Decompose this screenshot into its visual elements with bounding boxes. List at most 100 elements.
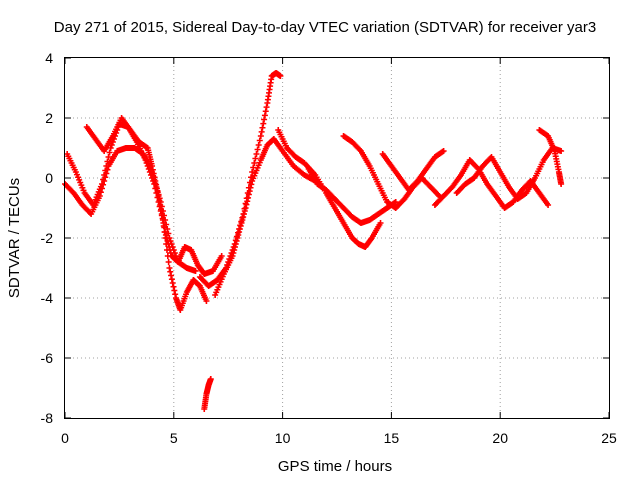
x-tick-label: 5 (170, 430, 178, 446)
data-point (558, 148, 565, 154)
data-point (229, 253, 236, 259)
data-point (104, 158, 111, 165)
y-tick-label: -4 (41, 290, 54, 306)
y-tick-label: 4 (45, 50, 53, 66)
y-tick-labels: -8 -6 -4 -2 0 2 4 (41, 50, 54, 426)
data-point (558, 181, 565, 187)
data-point (242, 205, 249, 211)
data-point (150, 170, 157, 177)
data-point (166, 244, 173, 250)
data-point (166, 265, 173, 271)
data-point (100, 176, 107, 183)
plot-frame (64, 57, 610, 419)
data-point (440, 148, 447, 154)
y-axis-label: SDTVAR / TECUs (6, 178, 23, 298)
data-point (262, 108, 269, 115)
x-axis-label: GPS time / hours (278, 458, 392, 475)
y-tick-label: 0 (45, 170, 53, 186)
data-point (170, 283, 177, 290)
data-point (152, 178, 159, 184)
data-point (171, 287, 178, 294)
data-point (232, 241, 239, 247)
y-tick-label: 2 (45, 110, 53, 126)
data-point (101, 172, 108, 178)
data-point (231, 247, 238, 253)
data-point (164, 238, 171, 244)
data-point (244, 198, 251, 205)
data-point (161, 224, 168, 231)
data-point (159, 215, 166, 222)
data-point (261, 112, 268, 119)
data-point (153, 185, 160, 192)
data-point (153, 181, 160, 188)
data-point (259, 124, 266, 131)
data-point (149, 166, 156, 173)
data-point (257, 133, 264, 139)
data-point (246, 188, 253, 195)
data-point (160, 220, 167, 226)
data-point (236, 226, 243, 232)
data-point (240, 214, 247, 220)
data-point (256, 137, 263, 144)
data-point (155, 193, 162, 199)
data-point (235, 232, 242, 238)
data-point (260, 120, 267, 127)
data-point (261, 116, 268, 123)
data-point (172, 291, 179, 298)
x-tick-labels: 0 5 10 15 20 25 (61, 430, 617, 446)
data-point (168, 276, 175, 283)
data-point (545, 202, 552, 208)
data-point (158, 211, 165, 217)
data-point (157, 202, 164, 208)
x-tick-label: 20 (492, 430, 508, 446)
data-point (255, 142, 262, 148)
x-tick-label: 10 (275, 430, 291, 446)
data-point (377, 220, 384, 226)
data-point (165, 259, 172, 265)
data-point (251, 160, 258, 166)
data-point (258, 128, 265, 135)
data-point (237, 223, 244, 229)
data-point (98, 181, 105, 187)
data-point (158, 206, 165, 213)
data-point (106, 149, 113, 156)
data-point (167, 250, 174, 256)
data-point (165, 241, 172, 247)
data-point (277, 73, 284, 79)
data-point (102, 167, 109, 174)
data-point (168, 272, 175, 279)
data-point (249, 169, 256, 175)
data-point (435, 191, 442, 198)
y-tick-label: -6 (41, 350, 54, 366)
data-point (263, 104, 270, 111)
data-point (162, 229, 169, 235)
data-point (167, 268, 174, 275)
x-tick-label: 15 (384, 430, 400, 446)
data-point (247, 184, 254, 191)
data-point (192, 268, 199, 274)
data-point (241, 208, 248, 214)
data-point (254, 146, 261, 153)
data-point (245, 194, 252, 201)
data-point (156, 197, 163, 204)
data-point (240, 211, 247, 217)
data-point (253, 151, 260, 157)
data-point (245, 191, 252, 198)
data-point (234, 235, 241, 241)
data-point (203, 298, 210, 304)
data-point (392, 199, 399, 205)
data-point (243, 201, 250, 208)
data-point (166, 247, 173, 253)
x-tick-label: 25 (601, 430, 617, 446)
data-point (252, 155, 259, 162)
y-tick-label: -8 (41, 410, 54, 426)
data-point (236, 229, 243, 235)
data-point (154, 189, 161, 196)
data-point (248, 181, 255, 188)
data-point (151, 174, 158, 181)
data-point (207, 376, 214, 382)
data-point (149, 163, 156, 169)
data-point (238, 220, 245, 226)
